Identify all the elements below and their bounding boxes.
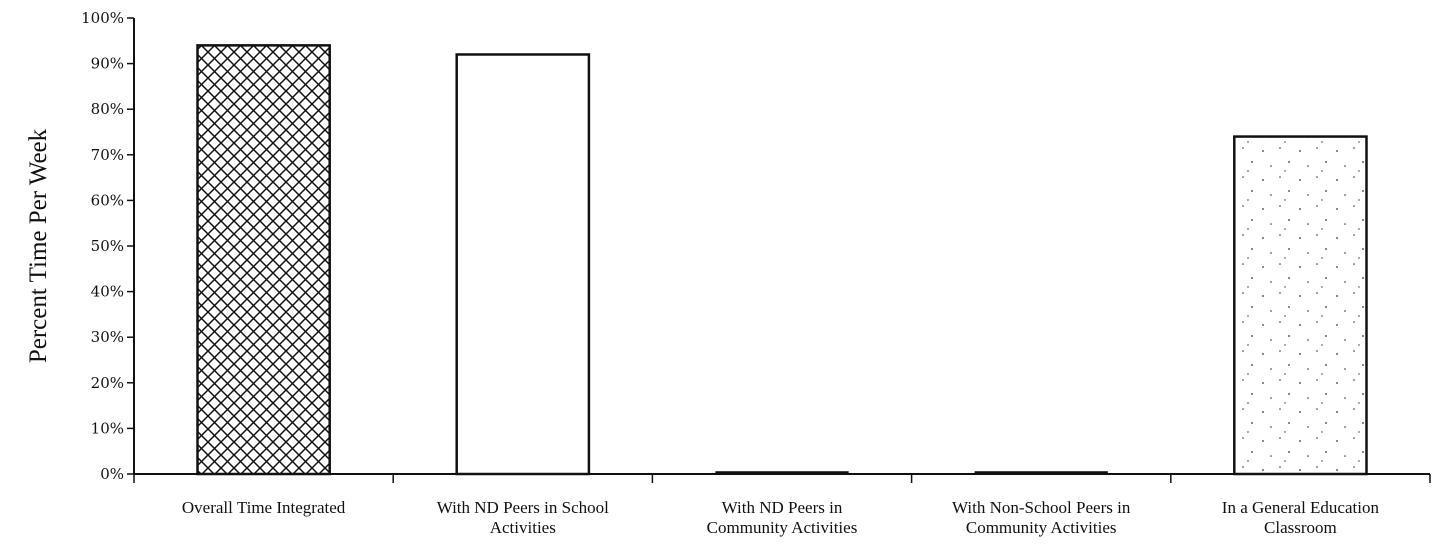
bar [1233, 135, 1368, 476]
bar [196, 44, 331, 476]
y-tick-label: 80% [91, 100, 124, 118]
y-tick-label: 60% [91, 191, 124, 209]
category-label: Community Activities [966, 518, 1117, 537]
bar [974, 471, 1108, 475]
y-tick-label: 10% [91, 419, 124, 437]
category-label: With Non-School Peers in [952, 498, 1131, 517]
x-ticks [133, 474, 1431, 483]
y-tick-label: 40% [91, 283, 124, 301]
category-label: Community Activities [707, 518, 858, 537]
category-label: With ND Peers in School [437, 498, 609, 517]
y-tick-label: 0% [100, 465, 124, 483]
y-tick-label: 50% [91, 237, 124, 255]
category-label: In a General Education [1222, 498, 1380, 517]
y-tick-label: 30% [91, 328, 124, 346]
y-tick-label: 70% [91, 146, 124, 164]
category-label: Activities [490, 518, 556, 537]
bar [455, 53, 591, 476]
y-ticks: 0% 10% 20% 30% 40% 50% 60% 70% 80% 90% 100% [81, 9, 134, 483]
y-tick-label: 100% [81, 9, 124, 27]
y-tick-label: 90% [91, 55, 124, 73]
category-labels: Overall Time Integrated With ND Peers in … [182, 498, 1380, 537]
category-label: With ND Peers in [722, 498, 843, 517]
category-label: Classroom [1264, 518, 1337, 537]
category-label: Overall Time Integrated [182, 498, 346, 517]
bars [196, 44, 1368, 476]
bar [715, 471, 849, 475]
y-axis-title: Percent Time Per Week [25, 128, 52, 363]
y-tick-label: 20% [91, 374, 124, 392]
